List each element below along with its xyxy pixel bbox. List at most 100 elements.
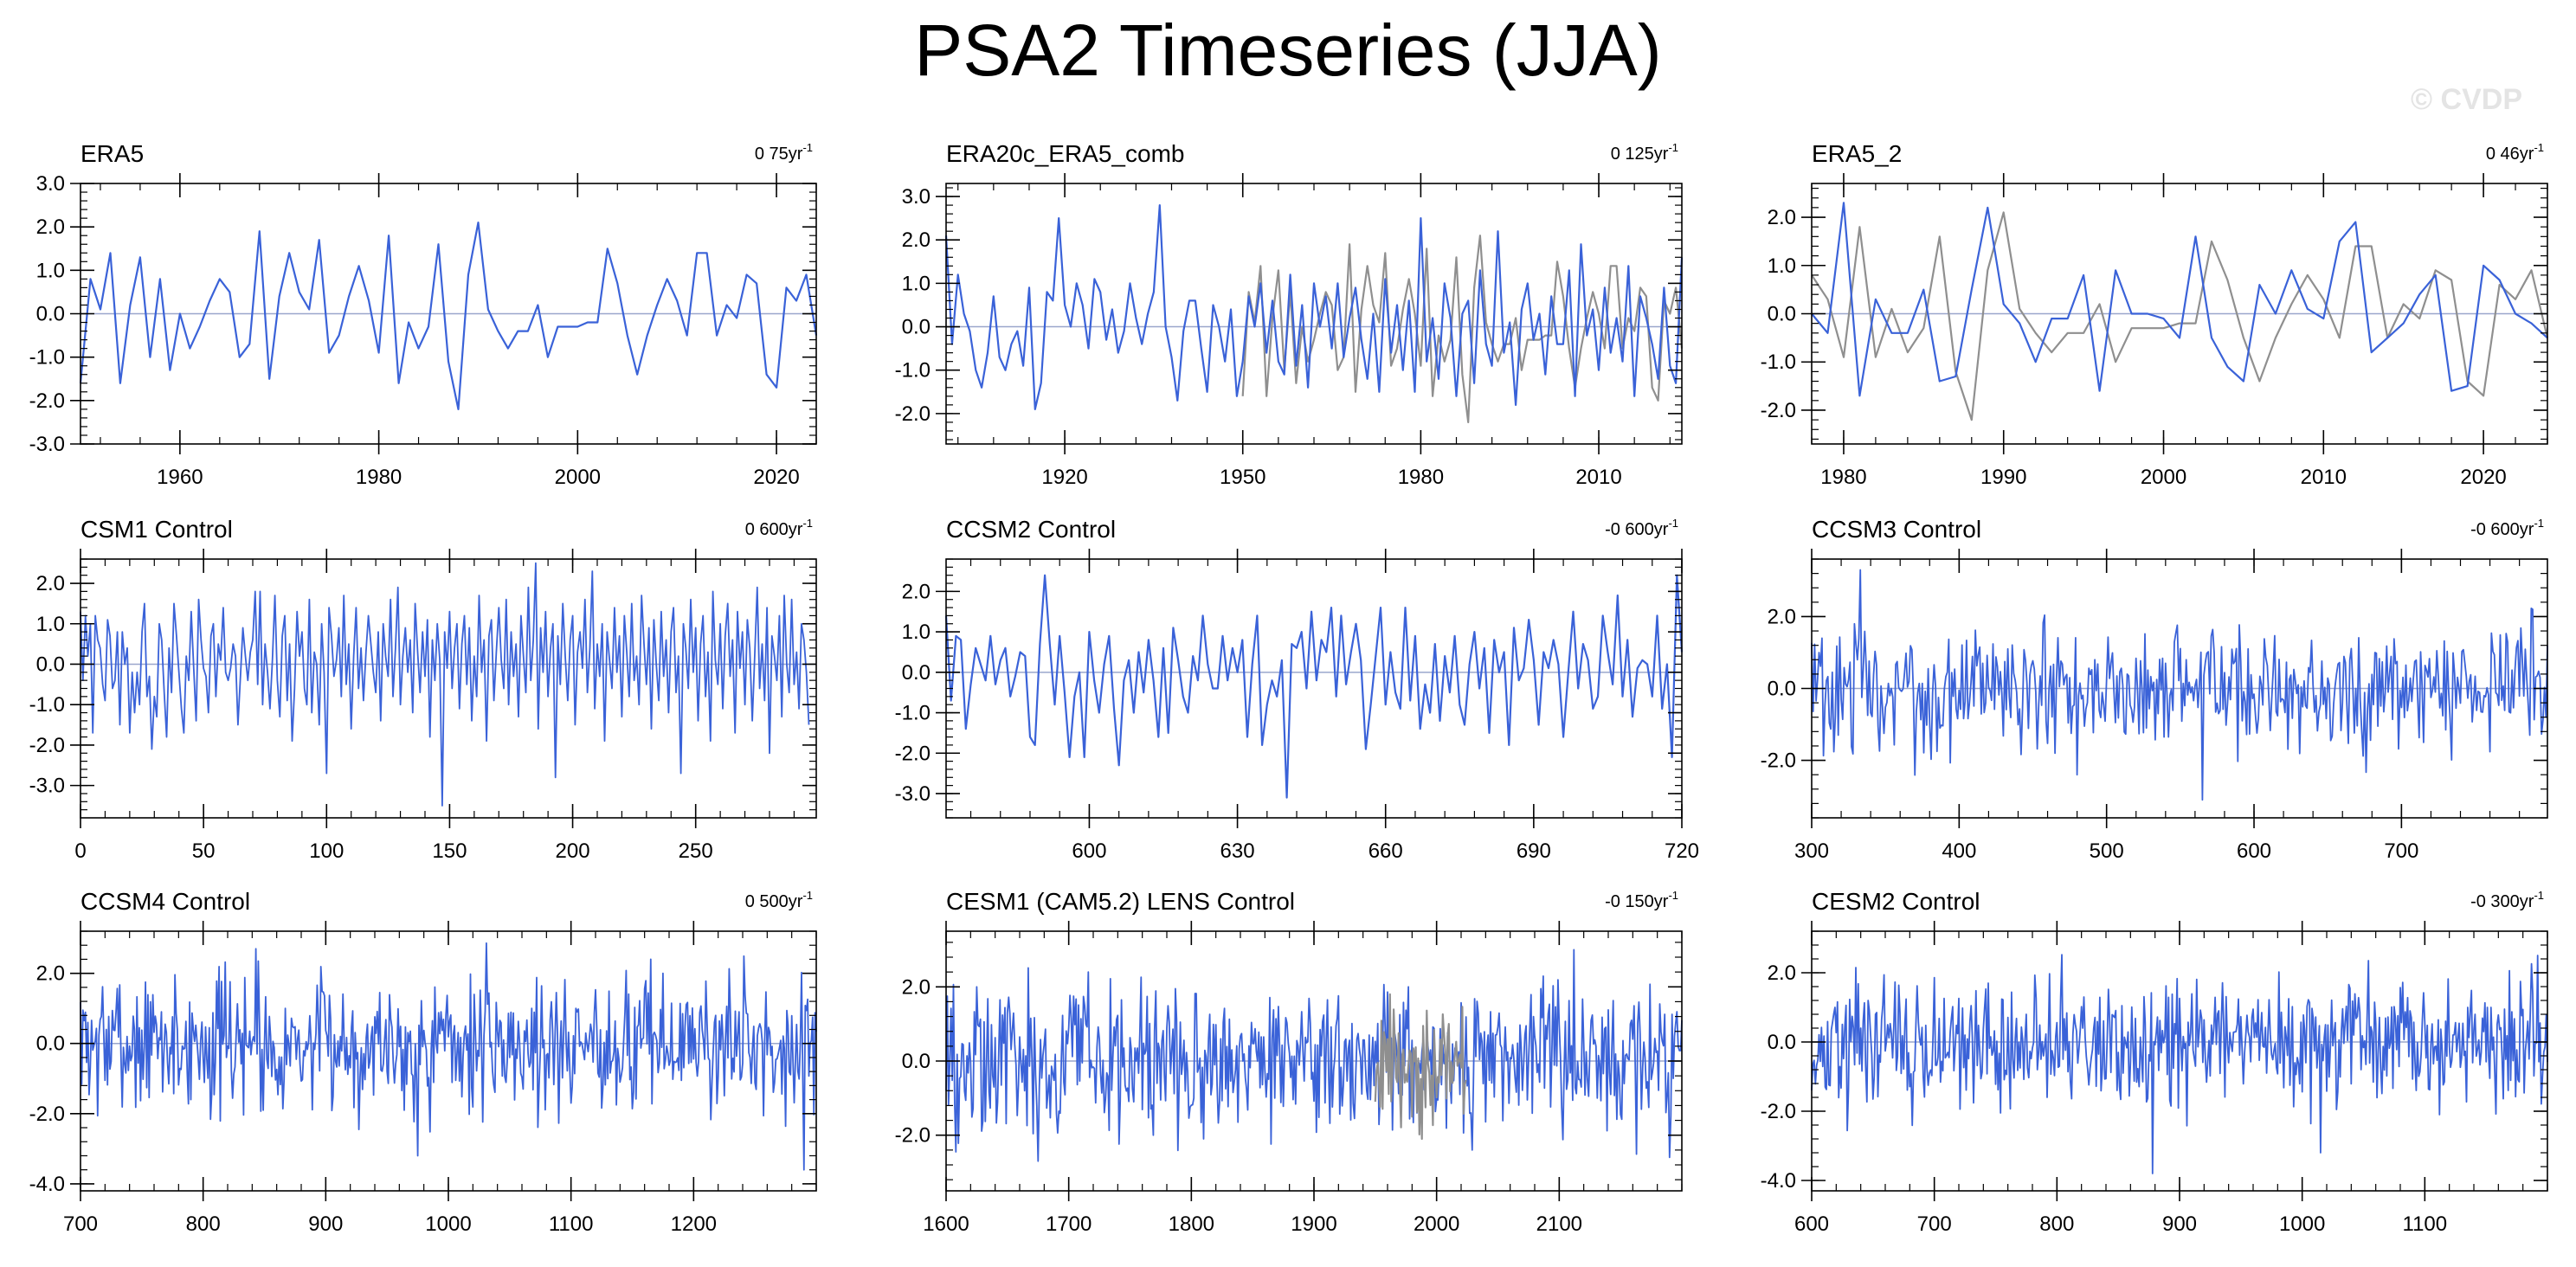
x-tick-label: 0 <box>74 839 86 863</box>
series-line-1 <box>80 562 810 807</box>
chart-title: ERA5_2 <box>1812 140 1902 167</box>
trend-exponent: -1 <box>802 889 813 902</box>
x-tick-label: 800 <box>2039 1212 2074 1236</box>
x-tick-label: 1960 <box>157 466 203 489</box>
y-tick-label: 0.0 <box>1768 303 1796 326</box>
x-tick-label: 2000 <box>555 466 601 489</box>
chart-title: CCSM2 Control <box>946 516 1116 543</box>
trend-exponent: -1 <box>1668 517 1678 530</box>
y-tick-label: 1.0 <box>36 259 65 282</box>
x-tick-label: 1600 <box>923 1212 969 1236</box>
x-tick-label: 1200 <box>671 1212 717 1236</box>
y-tick-label: 3.0 <box>902 185 931 209</box>
y-tick-label: 0.0 <box>1768 1031 1796 1054</box>
chart-title: CSM1 Control <box>80 516 233 543</box>
x-tick-label: 100 <box>309 839 344 863</box>
x-tick-label: 150 <box>432 839 467 863</box>
x-tick-label: 2000 <box>1414 1212 1459 1236</box>
page-title: PSA2 Timeseries (JJA) <box>914 10 1662 91</box>
x-tick-label: 2020 <box>753 466 799 489</box>
trend-annotation: -0 600yr-1 <box>1605 517 1678 539</box>
trend-annotation: -0 150yr-1 <box>1605 889 1678 911</box>
y-tick-label: -3.0 <box>29 433 65 456</box>
x-tick-label: 600 <box>1794 1212 1829 1236</box>
y-tick-label: -2.0 <box>29 389 65 413</box>
y-tick-label: 2.0 <box>1768 206 1796 229</box>
series-line-2 <box>1374 993 1467 1141</box>
chart-panel-6: -2.0 0.0 2.0 300 400 500 600 700 CCSM3 Control -0… <box>1761 516 2548 863</box>
y-tick-label: -2.0 <box>1761 749 1796 773</box>
x-tick-label: 1950 <box>1220 466 1265 489</box>
x-tick-label: 700 <box>2384 839 2418 863</box>
y-tick-label: -1.0 <box>1761 351 1796 374</box>
y-tick-label: -1.0 <box>29 346 65 370</box>
y-tick-label: -2.0 <box>895 402 931 426</box>
x-tick-label: 600 <box>1072 839 1106 863</box>
x-tick-label: 600 <box>2237 839 2271 863</box>
trend-value: 0 125yr <box>1611 145 1669 164</box>
y-tick-label: -2.0 <box>1761 399 1796 422</box>
x-tick-label: 250 <box>679 839 713 863</box>
chart-panel-9: -4.0 -2.0 0.0 2.0 600 700 800 900 1000 1100 CESM2 … <box>1761 888 2548 1236</box>
series-line-1 <box>79 222 818 410</box>
chart-panel-4: -3.0 -2.0 -1.0 0.0 1.0 2.0 0 50 100 150 200 250 CSM1… <box>29 516 817 863</box>
y-tick-label: 2.0 <box>902 975 931 999</box>
x-tick-label: 1920 <box>1041 466 1087 489</box>
y-tick-label: -2.0 <box>29 1103 65 1126</box>
x-tick-label: 630 <box>1220 839 1255 863</box>
y-tick-label: -1.0 <box>29 693 65 717</box>
x-tick-label: 900 <box>2162 1212 2197 1236</box>
y-tick-label: -2.0 <box>895 1124 931 1148</box>
y-tick-label: 1.0 <box>902 272 931 295</box>
y-tick-label: 0.0 <box>36 303 65 326</box>
trend-exponent: -1 <box>2534 517 2544 530</box>
trend-value: -0 150yr <box>1605 892 1669 911</box>
y-tick-label: 0.0 <box>902 1050 931 1073</box>
trend-value: 0 500yr <box>745 892 803 911</box>
x-tick-label: 200 <box>556 839 590 863</box>
chart-title: CCSM4 Control <box>80 888 250 915</box>
trend-annotation: 0 75yr-1 <box>755 141 813 164</box>
chart-title: CESM1 (CAM5.2) LENS Control <box>946 888 1295 915</box>
chart-title: CESM2 Control <box>1812 888 1980 915</box>
chart-title: CCSM3 Control <box>1812 516 1981 543</box>
x-tick-label: 2010 <box>2301 466 2347 489</box>
series-line-1 <box>1241 235 1684 423</box>
series-line-1 <box>80 942 817 1171</box>
y-tick-label: -1.0 <box>895 702 931 725</box>
trend-value: -0 600yr <box>1605 520 1669 539</box>
chart-panel-7: -4.0 -2.0 0.0 2.0 700 800 900 1000 1100 1200 CCSM4… <box>29 888 817 1236</box>
x-tick-label: 1000 <box>425 1212 471 1236</box>
chart-panel-3: -2.0 -1.0 0.0 1.0 2.0 1980 1990 2000 2010 2020 ERA… <box>1761 140 2549 489</box>
trend-value: 0 600yr <box>745 520 803 539</box>
y-tick-label: -1.0 <box>895 359 931 383</box>
x-tick-label: 660 <box>1368 839 1403 863</box>
trend-value: 0 46yr <box>2486 145 2534 164</box>
trend-annotation: 0 600yr-1 <box>745 517 813 539</box>
y-tick-label: 2.0 <box>36 215 65 239</box>
x-tick-label: 1980 <box>356 466 402 489</box>
trend-annotation: 0 500yr-1 <box>745 889 813 911</box>
y-tick-label: 0.0 <box>902 661 931 685</box>
x-tick-label: 1980 <box>1398 466 1444 489</box>
y-tick-label: 0.0 <box>36 653 65 676</box>
x-tick-label: 690 <box>1517 839 1551 863</box>
series-line-1 <box>1811 211 2549 421</box>
x-tick-label: 1700 <box>1046 1212 1092 1236</box>
chart-title: ERA5 <box>80 140 144 167</box>
trend-annotation: 0 46yr-1 <box>2486 141 2544 164</box>
trend-value: 0 75yr <box>755 145 803 164</box>
y-tick-label: 1.0 <box>36 613 65 636</box>
x-tick-label: 700 <box>63 1212 98 1236</box>
x-tick-label: 50 <box>192 839 216 863</box>
chart-panel-1: -3.0 -2.0 -1.0 0.0 1.0 2.0 3.0 1960 1980 2000 2020… <box>29 140 818 489</box>
y-tick-label: 0.0 <box>1768 678 1796 701</box>
y-tick-label: 2.0 <box>902 580 931 603</box>
trend-exponent: -1 <box>802 517 813 530</box>
y-tick-label: 1.0 <box>902 621 931 644</box>
trend-exponent: -1 <box>802 141 813 154</box>
x-tick-label: 1900 <box>1291 1212 1336 1236</box>
chart-panel-2: -2.0 -1.0 0.0 1.0 2.0 3.0 1920 1950 1980 2010 ERA2… <box>895 140 1684 489</box>
x-tick-label: 720 <box>1665 839 1699 863</box>
